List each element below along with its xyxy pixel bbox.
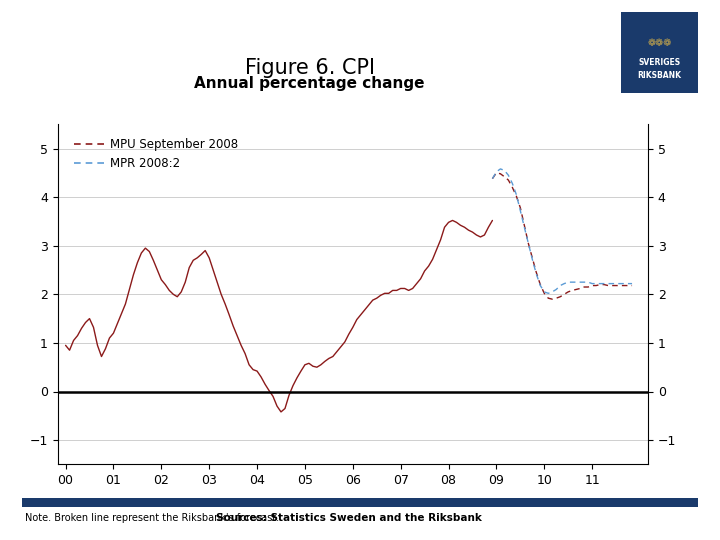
Text: Note. Broken line represent the Riksbank's forecast.: Note. Broken line represent the Riksbank… bbox=[25, 513, 279, 523]
Text: Sources: Statistics Sweden and the Riksbank: Sources: Statistics Sweden and the Riksb… bbox=[216, 513, 482, 523]
Legend: MPU September 2008, MPR 2008:2: MPU September 2008, MPR 2008:2 bbox=[69, 133, 243, 175]
Text: Annual percentage change: Annual percentage change bbox=[194, 76, 425, 91]
Text: ❁❁❁: ❁❁❁ bbox=[647, 38, 672, 48]
Text: SVERIGES: SVERIGES bbox=[639, 58, 680, 66]
Text: RIKSBANK: RIKSBANK bbox=[637, 71, 682, 79]
Text: Figure 6. CPI: Figure 6. CPI bbox=[245, 57, 374, 78]
